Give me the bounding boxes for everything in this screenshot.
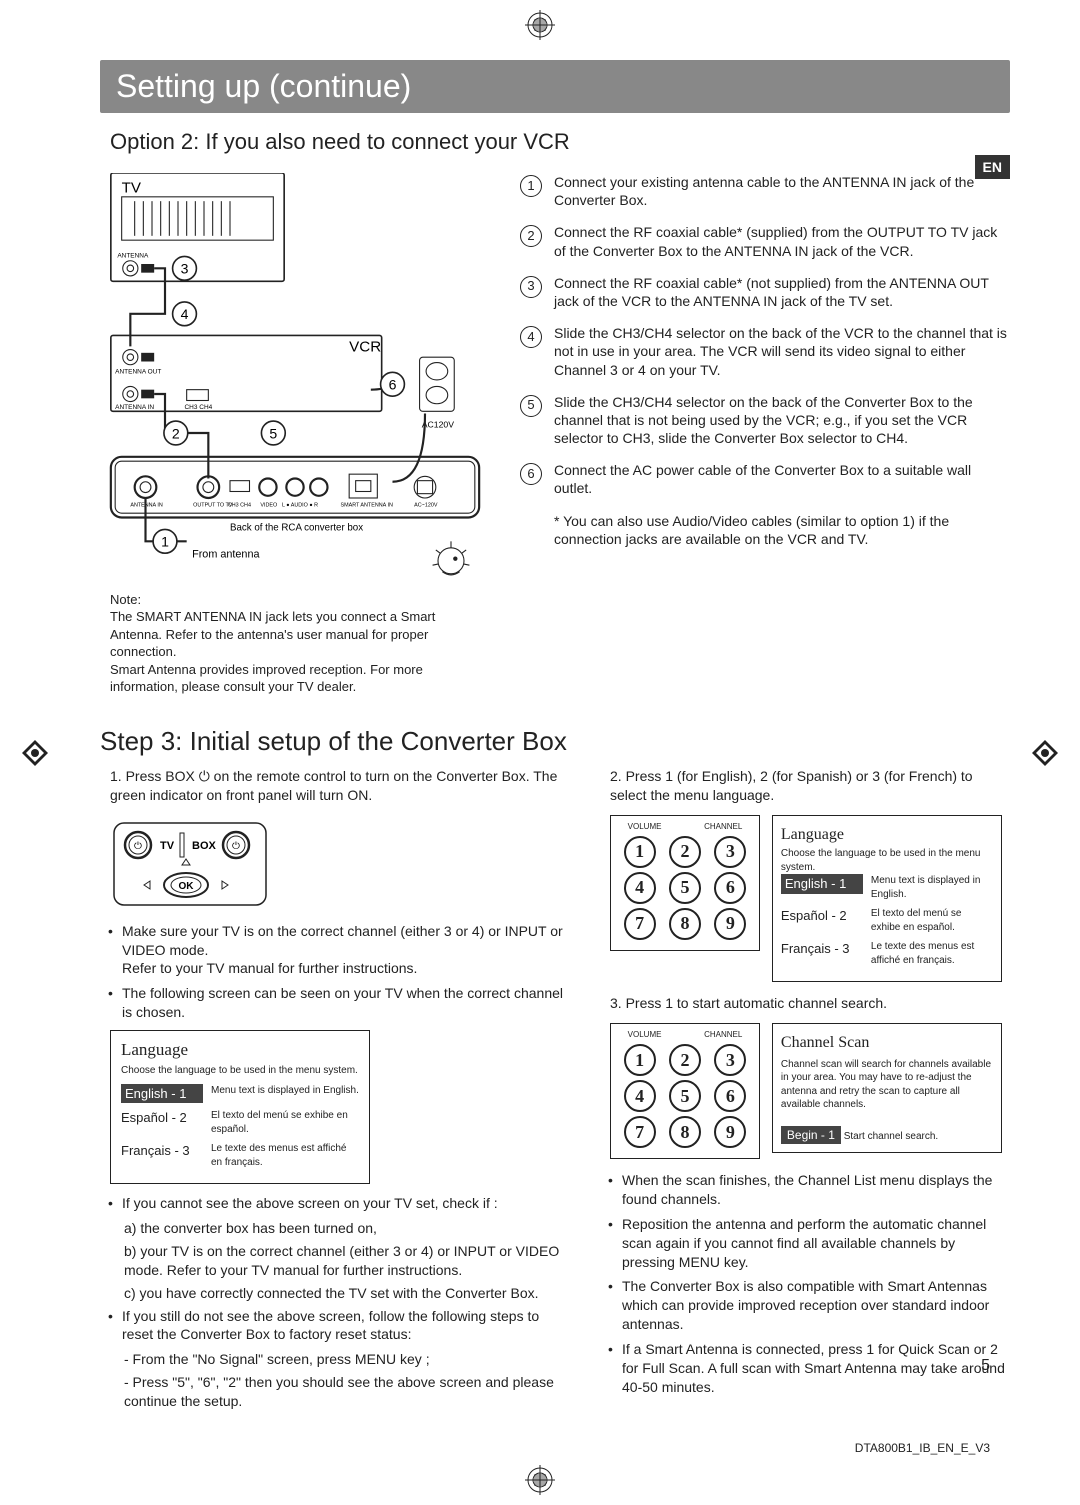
note-body-2: Smart Antenna provides improved receptio… bbox=[110, 662, 423, 695]
svg-text:CH3 CH4: CH3 CH4 bbox=[228, 503, 251, 509]
svg-text:ANTENNA IN: ANTENNA IN bbox=[130, 503, 163, 509]
svg-text:ANTENNA IN: ANTENNA IN bbox=[115, 404, 154, 411]
svg-text:From antenna: From antenna bbox=[192, 549, 260, 561]
svg-text:5: 5 bbox=[269, 425, 277, 441]
step-text-6: Connect the AC power cable of the Conver… bbox=[554, 461, 1010, 497]
step-footnote: * You can also use Audio/Video cables (s… bbox=[554, 512, 1010, 548]
left-sub-b: b) your TV is on the correct channel (ei… bbox=[100, 1242, 570, 1280]
channel-scan-panel: Channel Scan Channel scan will search fo… bbox=[772, 1023, 1002, 1153]
right-bullet-2: Reposition the antenna and perform the a… bbox=[600, 1215, 1010, 1272]
step-text-4: Slide the CH3/CH4 selector on the back o… bbox=[554, 324, 1010, 379]
note-title: Note: bbox=[110, 592, 141, 607]
svg-text:3: 3 bbox=[181, 261, 189, 277]
svg-text:AC~120V: AC~120V bbox=[414, 503, 438, 509]
left-sub-c: c) you have correctly connected the TV s… bbox=[100, 1284, 570, 1303]
page-title: Setting up (continue) bbox=[100, 60, 1010, 113]
connection-steps: 1 Connect your existing antenna cable to … bbox=[520, 173, 1010, 702]
step3-heading: Step 3: Initial setup of the Converter B… bbox=[100, 726, 1010, 757]
svg-text:ANTENNA OUT: ANTENNA OUT bbox=[115, 368, 161, 375]
svg-text:⏻: ⏻ bbox=[134, 841, 142, 852]
svg-text:L ● AUDIO ● R: L ● AUDIO ● R bbox=[282, 503, 318, 509]
svg-text:6: 6 bbox=[389, 377, 397, 393]
step-text-5: Slide the CH3/CH4 selector on the back o… bbox=[554, 393, 1010, 448]
left-sub-a: a) the converter box has been turned on, bbox=[100, 1219, 570, 1238]
registration-mark-right bbox=[1030, 738, 1060, 768]
step-num-6: 6 bbox=[520, 463, 542, 485]
step-text-3: Connect the RF coaxial cable* (not suppl… bbox=[554, 274, 1010, 310]
step-text-2: Connect the RF coaxial cable* (supplied)… bbox=[554, 223, 1010, 259]
svg-text:AC120V: AC120V bbox=[422, 420, 454, 430]
svg-text:Back of the RCA converter box: Back of the RCA converter box bbox=[230, 522, 363, 533]
left-bullet-3: If you cannot see the above screen on yo… bbox=[100, 1194, 570, 1213]
svg-text:TV: TV bbox=[122, 179, 142, 196]
svg-text:2: 2 bbox=[172, 425, 180, 441]
page-number: 5 bbox=[981, 1357, 990, 1375]
right-bullet-1: When the scan finishes, the Channel List… bbox=[600, 1171, 1010, 1209]
left-bullet-1: Make sure your TV is on the correct chan… bbox=[100, 922, 570, 979]
step-num-3: 3 bbox=[520, 276, 542, 298]
svg-text:SMART ANTENNA IN: SMART ANTENNA IN bbox=[340, 503, 392, 509]
language-panel-right: Language Choose the language to be used … bbox=[772, 815, 1002, 983]
remote-diagram: ⏻ TV BOX ⏻ OK bbox=[110, 819, 270, 909]
lang-fr: Français - 3 bbox=[121, 1142, 203, 1160]
right-line-1: 2. Press 1 (for English), 2 (for Spanish… bbox=[600, 767, 1010, 805]
svg-text:ANTENNA: ANTENNA bbox=[117, 252, 149, 259]
svg-text:⏻: ⏻ bbox=[232, 841, 240, 852]
button-grid-1: VOLUMECHANNEL 123 456 789 bbox=[610, 815, 760, 951]
language-panel-left: Language Choose the language to be used … bbox=[110, 1030, 370, 1184]
lang-es: Español - 2 bbox=[121, 1109, 203, 1127]
step-num-1: 1 bbox=[520, 175, 542, 197]
button-grid-2: VOLUMECHANNEL 123 456 789 bbox=[610, 1023, 760, 1159]
registration-mark-bottom bbox=[525, 1465, 555, 1495]
lang-panel-title: Language bbox=[121, 1039, 359, 1062]
svg-text:BOX: BOX bbox=[192, 840, 217, 852]
option-title: Option 2: If you also need to connect yo… bbox=[100, 129, 1010, 155]
left-bullet-4: If you still do not see the above screen… bbox=[100, 1307, 570, 1345]
registration-mark-top bbox=[525, 10, 555, 40]
registration-mark-left bbox=[20, 738, 50, 768]
left-bullet-2: The following screen can be seen on your… bbox=[100, 984, 570, 1022]
svg-text:OK: OK bbox=[179, 881, 195, 892]
right-bullet-3: The Converter Box is also compatible wit… bbox=[600, 1277, 1010, 1334]
lang-en: English - 1 bbox=[121, 1084, 203, 1104]
left-sub-4a: - From the "No Signal" screen, press MEN… bbox=[100, 1350, 570, 1369]
lang-panel-sub: Choose the language to be used in the me… bbox=[121, 1064, 359, 1078]
svg-text:1: 1 bbox=[161, 534, 169, 550]
note-body-1: The SMART ANTENNA IN jack lets you conne… bbox=[110, 609, 435, 659]
right-line-2: 3. Press 1 to start automatic channel se… bbox=[600, 994, 1010, 1013]
connection-diagram: TV ANTENNA 3 4 VCR ANTENNA OUT ANTENNA I… bbox=[100, 173, 490, 585]
footer-code: DTA800B1_IB_EN_E_V3 bbox=[855, 1441, 990, 1455]
right-bullet-4: If a Smart Antenna is connected, press 1… bbox=[600, 1340, 1010, 1397]
svg-text:VCR: VCR bbox=[349, 339, 381, 356]
step-num-2: 2 bbox=[520, 225, 542, 247]
note-block: Note: The SMART ANTENNA IN jack lets you… bbox=[100, 585, 490, 702]
left-sub-4b: - Press "5", "6", "2" then you should se… bbox=[100, 1373, 570, 1411]
step-num-5: 5 bbox=[520, 395, 542, 417]
language-badge: EN bbox=[975, 155, 1010, 179]
svg-text:CH3 CH4: CH3 CH4 bbox=[185, 404, 213, 411]
left-line-1: 1. Press BOX ⏻ on the remote control to … bbox=[100, 767, 570, 805]
step-num-4: 4 bbox=[520, 326, 542, 348]
svg-text:VIDEO: VIDEO bbox=[260, 503, 277, 509]
svg-text:4: 4 bbox=[181, 306, 189, 322]
step-text-1: Connect your existing antenna cable to t… bbox=[554, 173, 1010, 209]
svg-text:TV: TV bbox=[160, 840, 175, 852]
